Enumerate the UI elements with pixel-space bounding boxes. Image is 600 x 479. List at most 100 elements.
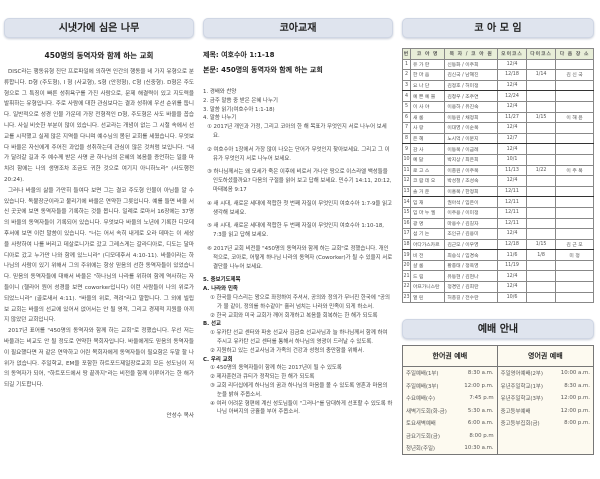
table-cell: 한 마 음 <box>409 69 446 81</box>
korean-service-name: 금요기도회(금) <box>406 433 440 440</box>
column-editorial: 시냇가에 심은 나무 450명의 동역자와 함께 하는 교회 DISC라는 행동… <box>4 0 194 419</box>
korean-service-time: 10:30 a.m. <box>456 441 498 455</box>
table-cell: 1/15 <box>526 111 557 124</box>
prayer-item: ② 지원하고 있는 선교사님과 가족의 건강과 성령의 충만함을 위해서. <box>210 347 365 354</box>
table-cell: 12 <box>402 175 411 187</box>
table-cell: 이용하 / 유진숙 <box>444 100 498 113</box>
table-cell <box>555 58 594 71</box>
table-cell <box>526 217 557 230</box>
editorial-title: 450명의 동역자와 함께 하는 교회 <box>44 51 154 60</box>
prayer-item: ④ 여러 어려운 형편에 계신 성도님들이 "그러나"를 담대하게 선포할 수 … <box>210 400 393 416</box>
table-cell: 김신국 / 남혜진 <box>444 69 498 81</box>
table-cell: 이동복 / 이금례 <box>444 143 498 155</box>
table-cell: 드 림 <box>409 270 446 283</box>
table-cell: 유동현 / 김현나 <box>444 270 498 283</box>
table-cell: 코 람 데 오 <box>409 175 446 187</box>
table-cell <box>526 291 557 304</box>
table-cell: 사 랑 <box>409 122 446 134</box>
english-service-name: 유년주일학교(3부) <box>500 396 543 402</box>
english-service-time: 10:00 a.m. <box>560 370 590 377</box>
table-cell: 권아석 / 임은이 <box>444 196 498 208</box>
english-worship-title: 영어권 예배 <box>497 345 594 368</box>
table-cell: 10/6 <box>496 291 528 304</box>
table-cell <box>555 291 594 304</box>
column-header: 다이코스 <box>526 48 557 60</box>
table-cell <box>526 143 557 155</box>
table-cell: 신동화 / 이주희 <box>444 58 498 71</box>
step-item: 3. 말씀 읽기(여호수아 1:1-18) <box>203 106 275 113</box>
table-row: 11 로 고 스 이충원 / 이주복 11/13 1/22 이 주 복 <box>402 164 594 177</box>
table-cell <box>526 185 557 198</box>
table-cell: 11/19 <box>496 259 528 272</box>
table-row: 12 코 람 데 오 박성철 / 조성숙 12/4 <box>402 175 594 187</box>
editorial-header: 시냇가에 심은 나무 <box>4 18 194 38</box>
table-cell <box>526 281 557 293</box>
english-service-name: 중고등부집회(금) <box>500 421 540 427</box>
question-item: ④ 새 시대, 새로운 세대에 적합한 첫 번째 자질이 무엇인지 여호수아 1… <box>207 200 392 216</box>
table-cell: 1/15 <box>526 238 557 251</box>
korean-service-name: 주일예배(3부) <box>406 383 439 390</box>
table-cell: 12/11 <box>496 206 528 219</box>
table-cell: 황종태 / 정옥영 <box>444 259 498 272</box>
table-cell: 노시억 / 이문지 <box>444 132 498 145</box>
table-cell <box>555 217 594 230</box>
table-cell: 12/7 <box>496 132 528 145</box>
table-cell: 박지상 / 최은희 <box>444 153 498 166</box>
table-cell: 샬 롬 <box>409 259 446 272</box>
step-item: 2. 금주 말씀 중 받은 은혜 나누기 <box>203 97 278 104</box>
table-cell <box>555 175 594 187</box>
table-cell: 감 사 <box>409 143 446 155</box>
korean-service-time: 5:30 a.m. <box>456 404 498 417</box>
korean-service-name: 토요새벽예배 <box>406 421 436 427</box>
subject: 제목: 여호수아 1:1-18 <box>203 51 275 59</box>
korean-service-time: 7:45 p.m <box>456 391 498 405</box>
table-cell: 12/18 <box>496 238 528 251</box>
core-meetings-header: 코 아 모 임 <box>402 18 594 38</box>
table-cell <box>555 270 594 283</box>
table-row: 18 아다가스카르 김근모 / 이우영 12/18 1/15 김 근 모 <box>402 238 594 251</box>
table-cell: 12/11 <box>496 196 528 208</box>
table-cell: 12/4 <box>496 175 528 187</box>
table-cell <box>526 196 557 208</box>
korean-worship-title: 한어권 예배 <box>402 345 498 368</box>
table-cell: 7 <box>402 122 411 134</box>
table-cell: 11/13 <box>496 164 528 177</box>
table-cell: 로 고 스 <box>409 164 446 177</box>
table-cell <box>555 259 594 272</box>
table-cell: 1 <box>402 58 411 71</box>
table-cell <box>526 132 557 145</box>
korean-service-name: 새벽기도회(화-금) <box>406 408 447 415</box>
prayer-item: ① 한국을 다스리는 왕으로 좌정하여 주셔서, 공의와 정의가 무너진 한국에… <box>210 294 390 310</box>
table-cell: 12/4 <box>496 143 528 155</box>
korean-service-name: 수요예배(수) <box>406 396 436 402</box>
table-cell: 이 사 야 <box>409 100 446 113</box>
table-cell: 15 <box>402 206 411 219</box>
table-cell <box>526 122 557 134</box>
table-cell: 이주용 / 이미정 <box>444 206 498 219</box>
table-cell: 새 롬 <box>409 111 446 124</box>
table-row: 19 비 전 최승식 / 임경숙 11/6 1/8 미 정 <box>402 249 594 261</box>
worship-row: 새벽기도회(화-금) 5:30 a.m. 중고등부예배 12:00 p.m. <box>403 404 594 417</box>
table-row: 23 열 린 허총길 / 전수란 10/6 <box>402 291 594 304</box>
prayer-item: ② 한국 교회와 미국 교회가 깨어 회개하고 복음을 회복하는 한 해가 되도… <box>210 312 378 319</box>
worship-row: 수요예배(수) 7:45 p.m 유년주일학교(3부) 12:00 p.m. <box>403 391 594 405</box>
table-cell <box>555 281 594 293</box>
table-cell: 12/4 <box>496 79 528 92</box>
table-cell: 미 정 <box>555 249 594 261</box>
prayer-section-title: B. 선교 <box>203 321 221 328</box>
table-cell: 예 닮 <box>409 153 446 166</box>
table-cell: 12/18 <box>496 69 528 81</box>
table-cell <box>526 90 557 102</box>
table-cell: 김 근 모 <box>555 238 594 251</box>
english-service-name: 유년주일학교(1부) <box>500 383 543 390</box>
question-item: ⑥ 2017년 교회 비전을 "450명의 동역자와 함께 하는 교회"로 정했… <box>207 245 393 270</box>
table-cell <box>526 153 557 166</box>
table-row: 21 드 림 유동현 / 김현나 12/4 <box>402 270 594 283</box>
table-cell: 이충원 / 이주복 <box>444 164 498 177</box>
table-cell: 2 <box>402 69 411 81</box>
